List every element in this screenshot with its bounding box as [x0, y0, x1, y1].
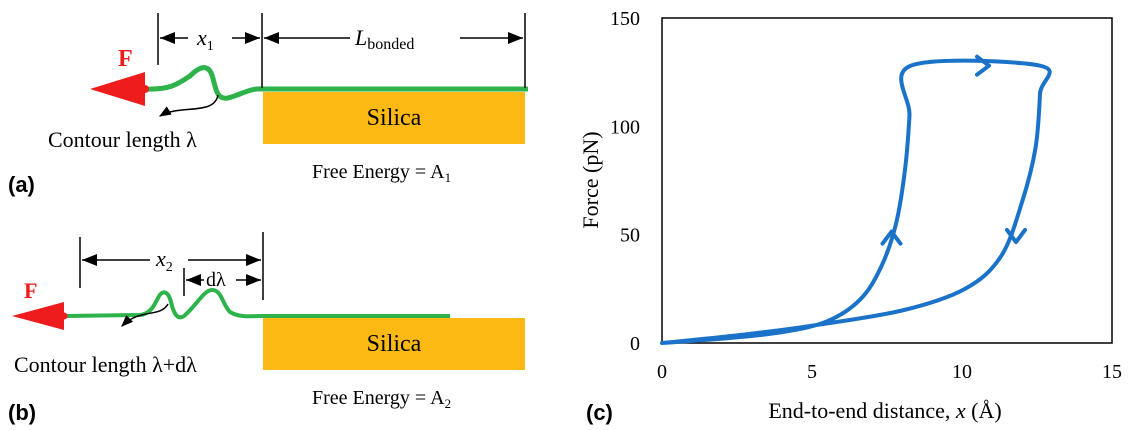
x-axis-label: End-to-end distance, x (Å) — [768, 398, 1001, 423]
contour-pointer-a — [158, 94, 219, 117]
hysteresis-loop — [660, 58, 1052, 345]
panel-label-a: (a) — [8, 172, 35, 197]
free-chain-b — [64, 287, 264, 320]
y-tick-label: 50 — [620, 225, 640, 247]
dlambda-label: dλ — [206, 269, 226, 291]
silica-block-a — [263, 92, 525, 144]
y-tick-labels: 0 50 100 150 — [610, 8, 640, 355]
x-tick-label: 10 — [952, 361, 972, 383]
silica-block-b — [263, 318, 525, 370]
free-chain-a — [142, 65, 265, 101]
direction-arrow-down — [1005, 228, 1027, 244]
silica-label-b: Silica — [367, 331, 422, 357]
chain-end-b — [60, 312, 68, 320]
force-symbol-a: F — [118, 46, 133, 72]
force-arrow-b — [12, 302, 64, 330]
contour-label-a: Contour length λ — [48, 127, 197, 152]
free-energy-a: Free Energy = A1 — [312, 161, 451, 185]
free-energy-b: Free Energy = A2 — [312, 387, 451, 411]
y-axis-label: Force (pN) — [578, 131, 603, 228]
y-tick-label: 100 — [610, 116, 640, 138]
x-tick-label: 15 — [1102, 361, 1122, 383]
silica-label-a: Silica — [367, 105, 422, 131]
panel-label-c: (c) — [586, 400, 613, 425]
direction-arrow-right — [975, 54, 991, 77]
force-arrow-a — [90, 72, 145, 106]
direction-arrows — [880, 54, 1027, 246]
x2-label: x2 — [155, 246, 173, 275]
force-symbol-b: F — [24, 278, 37, 303]
contour-label-b: Contour length λ+dλ — [14, 352, 197, 377]
panel-b: Silica F x2 dλ Contour length λ+dλ Free … — [8, 232, 525, 425]
contour-pointer-b — [121, 303, 169, 327]
lbonded-label: Lbonded — [354, 25, 414, 53]
y-tick-label: 0 — [630, 333, 640, 355]
force-extension-chart: 0 50 100 150 0 5 10 15 Force (pN) End-to-end d… — [578, 8, 1122, 425]
panel-a: Silica F x1 Lbonded Contour length λ Fre… — [8, 13, 528, 197]
chain-end-a — [141, 85, 149, 93]
x-tick-labels: 0 5 10 15 — [657, 361, 1122, 383]
direction-arrow-up — [880, 229, 903, 246]
x-tick-label: 5 — [807, 361, 817, 383]
y-tick-label: 150 — [610, 8, 640, 30]
x-tick-label: 0 — [657, 361, 667, 383]
x1-label: x1 — [196, 25, 214, 54]
plot-frame — [661, 17, 1113, 344]
panel-label-b: (b) — [8, 400, 36, 425]
